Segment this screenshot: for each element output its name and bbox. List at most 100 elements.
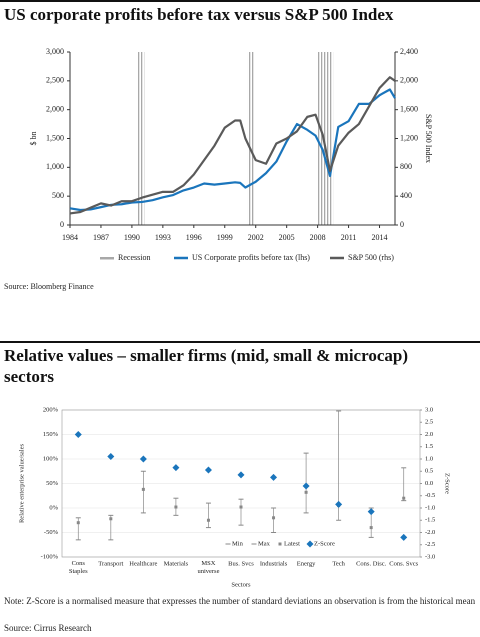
marker — [109, 517, 113, 521]
marker — [239, 505, 243, 509]
y2-axis-label: S&P 500 Index — [424, 114, 433, 163]
marker — [367, 508, 375, 516]
legend-label: Z-Score — [314, 540, 335, 547]
y-tick-label: 100% — [43, 455, 59, 462]
chart-title: US corporate profits before tax versus S… — [4, 5, 394, 24]
legend-label: Max — [258, 540, 271, 547]
x-tick-label: Materials — [164, 560, 189, 567]
legend-label: Latest — [284, 540, 300, 547]
y-tick-label: 0 — [60, 220, 64, 229]
x-tick-label: Cons. Disc. — [356, 560, 387, 567]
x-axis-label: Sectors — [231, 581, 251, 588]
x-tick-label: Industrials — [260, 560, 288, 567]
y2-tick-label: 400 — [400, 191, 412, 200]
x-tick-label: 1996 — [186, 233, 202, 242]
y2-tick-label: 1.0 — [425, 455, 433, 462]
y-axis-label: Relative enterprise value/sales — [18, 444, 25, 524]
y-tick-label: -50% — [44, 529, 59, 536]
y2-tick-label: 2.5 — [425, 419, 433, 426]
chart-title: Relative values – smaller firms (mid, sm… — [4, 346, 408, 386]
recession-band — [137, 52, 145, 225]
legend-label: Min — [232, 540, 244, 547]
marker — [76, 521, 80, 525]
y2-tick-label: 0 — [400, 220, 404, 229]
x-tick-label: Cons Staples — [69, 560, 88, 575]
marker — [400, 533, 408, 541]
y2-tick-label: 1.5 — [425, 443, 433, 450]
y-tick-label: 1,000 — [46, 162, 64, 171]
y-tick-label: -100% — [41, 553, 59, 560]
marker — [335, 500, 343, 508]
note: Note: Z-Score is a normalised measure th… — [4, 596, 476, 606]
x-tick-label: Bus. Svcs — [228, 560, 254, 567]
y2-tick-label: 1,600 — [400, 104, 418, 113]
y2-tick-label: -1.5 — [425, 517, 435, 524]
x-tick-label: Tech — [332, 560, 345, 567]
x-tick-label: Healthcare — [129, 560, 157, 567]
y2-tick-label: 2,000 — [400, 76, 418, 85]
y2-tick-label: 2.0 — [425, 431, 433, 438]
x-tick-label: MSX universe — [197, 560, 219, 575]
y2-tick-label: -3.0 — [425, 553, 435, 560]
source: Source: Bloomberg Finance — [4, 282, 94, 291]
x-tick-label: 1984 — [62, 233, 78, 242]
marker — [369, 526, 373, 530]
y2-tick-label: 1,200 — [400, 133, 418, 142]
x-tick-label: 2011 — [341, 233, 357, 242]
x-tick-label: Energy — [297, 560, 316, 567]
y2-tick-label: 3.0 — [425, 406, 433, 413]
x-tick-label: 2014 — [372, 233, 388, 242]
y-tick-label: 1,500 — [46, 133, 64, 142]
recession-band — [247, 52, 255, 225]
legend-marker — [278, 542, 282, 546]
legend-swatch — [100, 257, 114, 260]
legend-label: Recession — [118, 253, 150, 262]
y2-tick-label: -2.5 — [425, 541, 435, 548]
y-tick-label: 150% — [43, 431, 59, 438]
marker — [302, 482, 310, 490]
marker — [304, 490, 308, 494]
series-line — [69, 76, 396, 215]
x-tick-label: 1993 — [155, 233, 171, 242]
marker — [270, 473, 278, 481]
marker — [141, 487, 145, 491]
x-tick-label: 2002 — [248, 233, 264, 242]
y2-axis-label: Z-Score — [444, 473, 451, 494]
y-tick-label: 200% — [43, 406, 59, 413]
marker — [172, 464, 180, 472]
marker — [204, 466, 212, 474]
legend-marker — [306, 540, 314, 548]
recession-band — [316, 52, 334, 225]
marker — [272, 516, 276, 520]
y2-tick-label: 0.5 — [425, 468, 433, 475]
source: Source: Cirrus Research — [4, 623, 92, 633]
y2-tick-label: 0.0 — [425, 480, 433, 487]
y-tick-label: 50% — [46, 480, 59, 487]
x-tick-label: 1987 — [93, 233, 109, 242]
series-line — [69, 88, 396, 212]
y2-tick-label: 800 — [400, 162, 412, 171]
marker — [206, 518, 210, 522]
y2-tick-label: -1.0 — [425, 504, 435, 511]
y2-tick-label: 2,400 — [400, 47, 418, 56]
y-tick-label: 3,000 — [46, 47, 64, 56]
marker — [237, 471, 245, 479]
y-tick-label: 2,500 — [46, 76, 64, 85]
legend-label: S&P 500 (rhs) — [348, 253, 394, 262]
plot-frame — [61, 409, 421, 558]
marker — [402, 496, 406, 500]
y2-tick-label: -2.0 — [425, 529, 435, 536]
x-tick-label: Transport — [98, 560, 123, 567]
x-tick-label: 2008 — [310, 233, 326, 242]
y-tick-label: 2,000 — [46, 104, 64, 113]
y2-tick-label: -0.5 — [425, 492, 435, 499]
marker — [107, 453, 115, 461]
y-tick-label: 500 — [52, 191, 64, 200]
marker — [74, 431, 82, 438]
marker — [139, 455, 147, 463]
y-tick-label: 0% — [49, 504, 58, 511]
marker — [174, 505, 178, 509]
legend-label: US Corporate profits before tax (lhs) — [192, 253, 310, 262]
